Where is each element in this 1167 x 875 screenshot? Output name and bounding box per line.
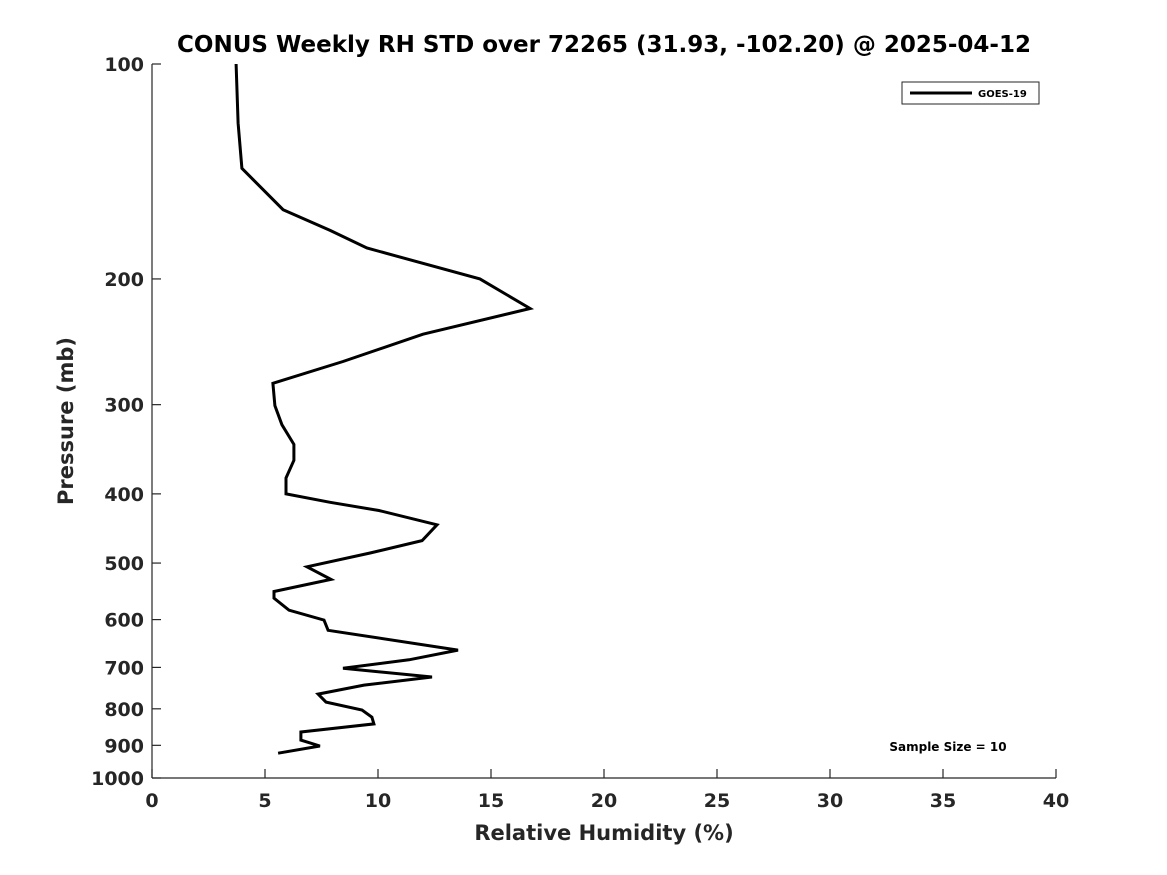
- y-tick-label: 600: [104, 610, 144, 632]
- x-tick-label: 20: [591, 790, 617, 812]
- x-tick-label: 25: [704, 790, 730, 812]
- y-tick-label: 500: [104, 553, 144, 575]
- y-tick-label: 400: [104, 484, 144, 506]
- x-tick-label: 10: [365, 790, 391, 812]
- x-tick-label: 0: [145, 790, 158, 812]
- legend: GOES-19: [901, 81, 1040, 105]
- y-tick-label: 100: [104, 54, 144, 76]
- y-axis-label: Pressure (mb): [54, 337, 78, 505]
- chart-title: CONUS Weekly RH STD over 72265 (31.93, -…: [177, 32, 1031, 58]
- y-tick-label: 1000: [91, 768, 144, 790]
- sample-size-annotation: Sample Size = 10: [889, 740, 1006, 754]
- x-axis-label: Relative Humidity (%): [474, 821, 733, 845]
- axes: [151, 64, 1056, 779]
- x-tick-label: 35: [930, 790, 956, 812]
- x-tick-label: 30: [817, 790, 843, 812]
- x-tick-label: 5: [258, 790, 271, 812]
- series-line-goes-19: [234, 63, 535, 755]
- y-tick-label: 900: [104, 735, 144, 757]
- x-tick-label: 40: [1043, 790, 1069, 812]
- legend-label: GOES-19: [978, 89, 1027, 100]
- x-tick-label: 15: [478, 790, 504, 812]
- y-tick-label: 200: [104, 269, 144, 291]
- y-tick-label: 300: [104, 395, 144, 417]
- y-tick-label: 700: [104, 657, 144, 679]
- y-tick-label: 800: [104, 699, 144, 721]
